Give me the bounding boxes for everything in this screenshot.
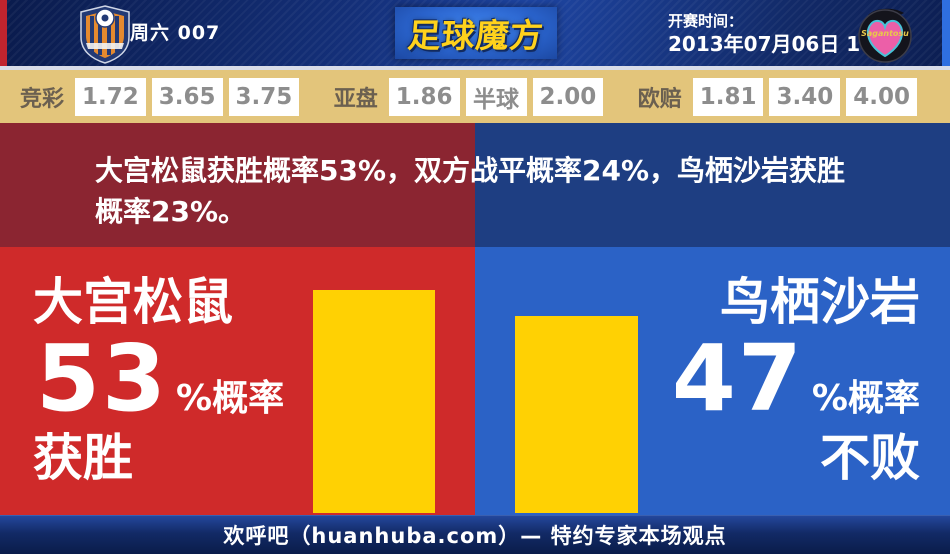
odds-bar: 竞彩 1.72 3.65 3.75 亚盘 1.86 半球 2.00 欧赔 1.8… [0,70,950,123]
probability-chart: 大宫松鼠 53 %概率 获胜 鸟栖沙岩 47 %概率 不败 [0,247,950,515]
kickoff-label: 开赛时间： [668,12,744,30]
odds-group-yapan: 亚盘 1.86 半球 2.00 [333,77,604,116]
left-red-edge-strip [0,0,7,66]
away-probability-row: 47 %概率 [672,333,920,425]
away-outcome-label: 不败 [820,429,920,487]
odds-label-yapan: 亚盘 [333,86,378,112]
right-blue-edge-strip [942,0,950,66]
odds-value-home-win[interactable]: 1.72 [75,77,146,116]
home-probability-suffix: %概率 [176,378,285,419]
footer-site-text: 欢呼吧（huanhuba.com）— 特约专家本场观点 [223,524,727,548]
home-team-crest-icon [74,3,136,65]
footer-bar: 欢呼吧（huanhuba.com）— 特约专家本场观点 [0,515,950,554]
odds-value-asian-away[interactable]: 2.00 [532,77,604,116]
summary-band: 大宫松鼠获胜概率53%，双方战平概率24%，鸟栖沙岩获胜概率23%。 [0,123,950,247]
odds-label-oupei: 欧赔 [637,86,682,112]
home-team-panel: 大宫松鼠 53 %概率 获胜 [0,247,475,515]
odds-label-jingcai: 竞彩 [20,86,65,112]
away-team-panel: 鸟栖沙岩 47 %概率 不败 [475,247,950,515]
away-probability-bar [515,316,638,513]
odds-value-euro-draw[interactable]: 3.40 [769,77,841,116]
home-probability-value: 53 [36,325,169,432]
home-probability-bar [313,290,435,513]
away-crest-wordmark: Sagantosu [861,29,909,38]
brand-logo: 足球魔方 [395,7,557,59]
home-team-name: 大宫松鼠 [33,273,233,331]
away-probability-suffix: %概率 [811,378,920,419]
home-probability-row: 53 %概率 [36,333,284,425]
odds-group-oupei: 欧赔 1.81 3.40 4.00 [637,77,917,116]
match-number: 周六 007 [130,22,221,44]
odds-value-away-win[interactable]: 3.75 [228,77,300,116]
brand-logo-text: 足球魔方 [406,16,546,55]
away-team-name: 鸟栖沙岩 [720,273,920,331]
odds-value-euro-home[interactable]: 1.81 [692,77,764,116]
odds-value-draw[interactable]: 3.65 [151,77,223,116]
odds-value-asian-home[interactable]: 1.86 [388,77,460,116]
home-outcome-label: 获胜 [33,429,133,487]
odds-value-euro-away[interactable]: 4.00 [846,77,917,116]
prediction-summary-text: 大宫松鼠获胜概率53%，双方战平概率24%，鸟栖沙岩获胜概率23%。 [95,154,846,228]
away-probability-value: 47 [671,325,804,432]
top-bar: 周六 007 足球魔方 开赛时间： 2013年07月06日 18:00 Saga… [0,0,950,70]
away-team-crest-icon: Sagantosu [854,3,916,65]
odds-value-asian-handicap[interactable]: 半球 [465,77,527,116]
odds-group-jingcai: 竞彩 1.72 3.65 3.75 [20,77,300,116]
